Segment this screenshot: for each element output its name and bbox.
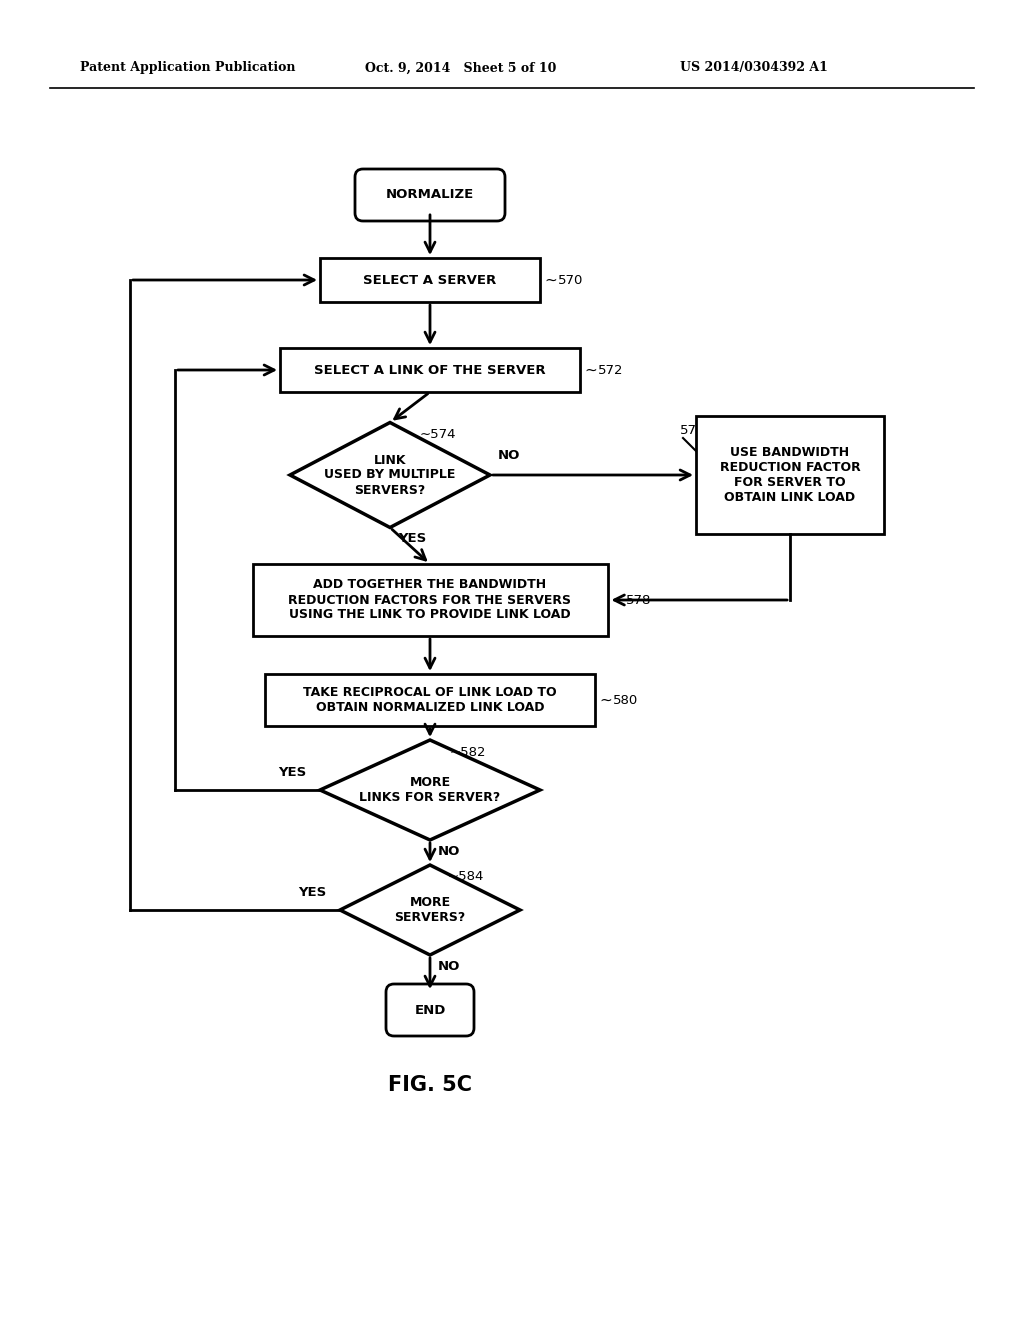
Text: YES: YES — [278, 766, 306, 779]
FancyBboxPatch shape — [355, 169, 505, 220]
Text: YES: YES — [298, 886, 327, 899]
Text: 580: 580 — [613, 693, 638, 706]
Text: MORE
LINKS FOR SERVER?: MORE LINKS FOR SERVER? — [359, 776, 501, 804]
Text: ∼584: ∼584 — [449, 870, 484, 883]
Polygon shape — [319, 741, 540, 840]
FancyBboxPatch shape — [386, 983, 474, 1036]
Text: ∼: ∼ — [584, 363, 597, 378]
Text: Patent Application Publication: Patent Application Publication — [80, 62, 296, 74]
Text: USE BANDWIDTH
REDUCTION FACTOR
FOR SERVER TO
OBTAIN LINK LOAD: USE BANDWIDTH REDUCTION FACTOR FOR SERVE… — [720, 446, 860, 504]
Text: 570: 570 — [558, 273, 584, 286]
Text: 576: 576 — [680, 424, 706, 437]
Text: MORE
SERVERS?: MORE SERVERS? — [394, 896, 466, 924]
Text: SELECT A SERVER: SELECT A SERVER — [364, 273, 497, 286]
Text: END: END — [415, 1003, 445, 1016]
Text: TAKE RECIPROCAL OF LINK LOAD TO
OBTAIN NORMALIZED LINK LOAD: TAKE RECIPROCAL OF LINK LOAD TO OBTAIN N… — [303, 686, 557, 714]
FancyBboxPatch shape — [319, 257, 540, 302]
Text: 578: 578 — [626, 594, 651, 606]
Text: NO: NO — [498, 449, 520, 462]
FancyBboxPatch shape — [696, 416, 884, 535]
Text: NO: NO — [438, 845, 461, 858]
Text: YES: YES — [398, 532, 426, 545]
Text: FIG. 5C: FIG. 5C — [388, 1074, 472, 1096]
Polygon shape — [290, 422, 490, 528]
Text: SELECT A LINK OF THE SERVER: SELECT A LINK OF THE SERVER — [314, 363, 546, 376]
Polygon shape — [340, 865, 520, 954]
Text: US 2014/0304392 A1: US 2014/0304392 A1 — [680, 62, 827, 74]
FancyBboxPatch shape — [253, 564, 607, 636]
Text: NO: NO — [438, 960, 461, 973]
FancyBboxPatch shape — [265, 675, 595, 726]
FancyBboxPatch shape — [280, 348, 580, 392]
Text: ∼: ∼ — [611, 593, 625, 607]
Text: 572: 572 — [598, 363, 624, 376]
Text: Oct. 9, 2014   Sheet 5 of 10: Oct. 9, 2014 Sheet 5 of 10 — [365, 62, 556, 74]
Text: ∼: ∼ — [599, 693, 611, 708]
Text: ∼574: ∼574 — [420, 428, 457, 441]
Text: ∼: ∼ — [544, 272, 557, 288]
Text: NORMALIZE: NORMALIZE — [386, 189, 474, 202]
Text: LINK
USED BY MULTIPLE
SERVERS?: LINK USED BY MULTIPLE SERVERS? — [325, 454, 456, 496]
Text: ADD TOGETHER THE BANDWIDTH
REDUCTION FACTORS FOR THE SERVERS
USING THE LINK TO P: ADD TOGETHER THE BANDWIDTH REDUCTION FAC… — [289, 578, 571, 622]
Text: ∼582: ∼582 — [450, 746, 486, 759]
